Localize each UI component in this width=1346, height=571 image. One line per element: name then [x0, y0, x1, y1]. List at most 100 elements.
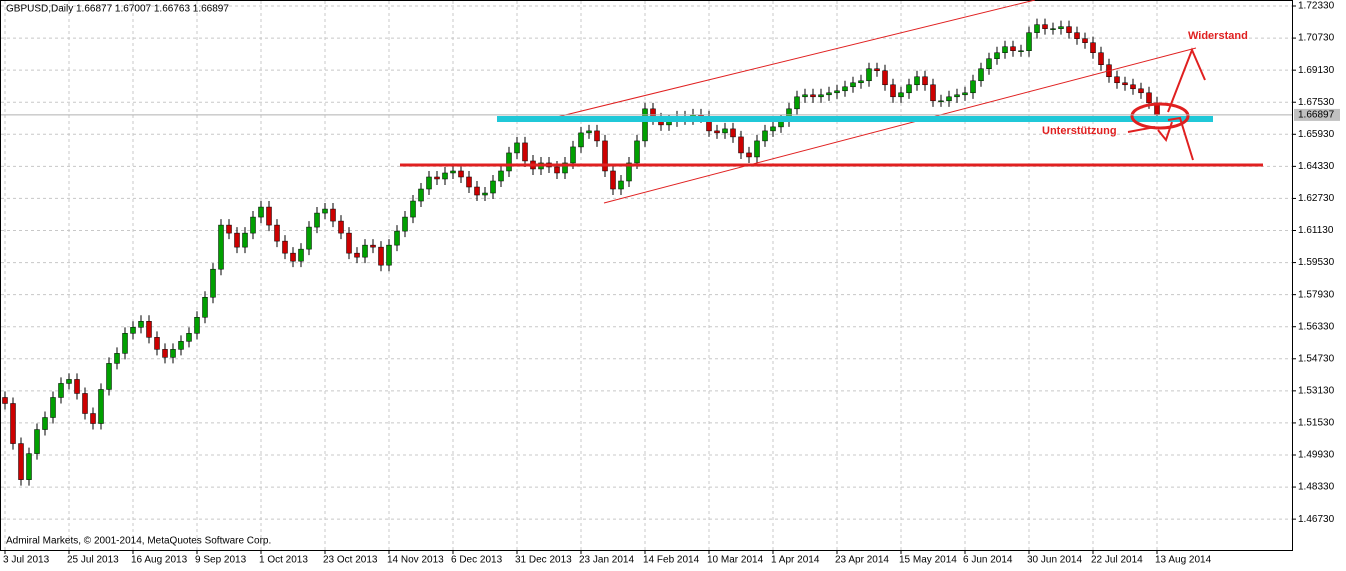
y-tick-label: 1.48330 [1298, 482, 1335, 493]
candle-body [434, 176, 440, 180]
candle-body [498, 170, 504, 182]
x-tick-label: 1 Oct 2013 [259, 555, 308, 566]
channel-upper [552, 0, 1036, 119]
x-tick-label: 23 Oct 2013 [323, 555, 378, 566]
candle-body [1074, 32, 1080, 39]
candle-body [898, 92, 904, 98]
chart-title: GBPUSD,Daily [6, 4, 73, 15]
candle-body [762, 130, 768, 142]
candle-body [794, 96, 800, 110]
candle-body [298, 248, 304, 262]
x-tick-label: 25 Jul 2013 [67, 555, 119, 566]
candle-body [586, 130, 592, 134]
candle-body [154, 337, 160, 350]
plot-frame [0, 0, 1293, 551]
candle-body [490, 180, 496, 194]
candle-body [810, 94, 816, 98]
candle-body [506, 152, 512, 172]
candle-body [370, 244, 376, 248]
candle-body [1082, 38, 1088, 43]
candle-body [922, 76, 928, 86]
candle-body [890, 84, 896, 98]
annotation: Unterstützung [1042, 125, 1117, 137]
candle-body [522, 142, 528, 162]
x-tick-label: 23 Apr 2014 [835, 555, 889, 566]
candle-body [970, 80, 976, 94]
candle-body [10, 403, 16, 444]
x-tick-label: 10 Mar 2014 [707, 555, 764, 566]
candle-body [274, 224, 280, 242]
candle-body [938, 100, 944, 103]
candle-body [330, 208, 336, 222]
annotation: Widerstand [1188, 30, 1248, 42]
y-tick-label: 1.65930 [1298, 129, 1335, 140]
candle-body [618, 180, 624, 190]
candle-body [866, 68, 872, 82]
copyright: Admiral Markets, © 2001-2014, MetaQuotes… [6, 536, 271, 547]
candle-body [1010, 46, 1016, 51]
candle-body [1034, 24, 1040, 33]
y-tick-label: 1.64330 [1298, 161, 1335, 172]
candle-body [594, 130, 600, 142]
y-tick-label: 1.62730 [1298, 193, 1335, 204]
y-tick-label: 1.59530 [1298, 257, 1335, 268]
candle-body [930, 84, 936, 102]
candle-body [138, 321, 144, 328]
x-tick-label: 6 Dec 2013 [451, 555, 503, 566]
candle-body [50, 397, 56, 418]
y-tick-label: 1.67530 [1298, 97, 1335, 108]
candle-body [770, 126, 776, 132]
candle-body [290, 252, 296, 262]
candle-body [314, 212, 320, 228]
candle-body [1058, 26, 1064, 29]
candle-body [1098, 52, 1104, 65]
candle-body [194, 317, 200, 334]
candle-body [170, 349, 176, 358]
x-tick-label: 16 Aug 2013 [131, 555, 188, 566]
candle-body [738, 136, 744, 154]
candle-body [714, 130, 720, 134]
arrow-mid [1157, 121, 1173, 143]
candle-body [1138, 88, 1144, 94]
y-tick-label: 1.53130 [1298, 385, 1335, 396]
y-tick-label: 1.51530 [1298, 418, 1335, 429]
candle-body [18, 443, 24, 480]
candle-body [146, 321, 152, 338]
candle-body [42, 417, 48, 430]
y-tick-label: 1.69130 [1298, 65, 1335, 76]
candle-body [450, 170, 456, 174]
candle-body [842, 86, 848, 92]
candle-body [642, 108, 648, 142]
candle-body [1018, 50, 1024, 52]
candle-body [986, 58, 992, 69]
candle-body [162, 349, 168, 358]
x-tick-label: 23 Jan 2014 [579, 555, 634, 566]
candle-body [1050, 28, 1056, 30]
candle-body [906, 84, 912, 94]
current-price-box [1294, 108, 1340, 121]
y-tick-label: 1.49930 [1298, 450, 1335, 461]
candle-body [834, 90, 840, 94]
candle-body [746, 152, 752, 158]
candle-body [250, 216, 256, 234]
candle-body [338, 220, 344, 234]
x-tick-label: 14 Nov 2013 [387, 555, 444, 566]
candle-body [74, 379, 80, 394]
candle-body [914, 76, 920, 86]
candle-body [130, 327, 136, 334]
candle-body [1042, 24, 1048, 29]
y-tick-label: 1.72330 [1298, 1, 1335, 12]
y-tick-label: 1.46730 [1298, 514, 1335, 525]
candle-body [178, 341, 184, 350]
candle-body [82, 393, 88, 414]
candle-body [1122, 82, 1128, 86]
candle-body [306, 226, 312, 250]
candle-body [722, 128, 728, 134]
candle-body [946, 96, 952, 102]
x-tick-label: 30 Jun 2014 [1027, 555, 1082, 566]
candle-body [234, 232, 240, 248]
y-tick-label: 1.54730 [1298, 353, 1335, 364]
candle-body [466, 176, 472, 188]
candle-body [882, 70, 888, 86]
candle-body [410, 200, 416, 218]
